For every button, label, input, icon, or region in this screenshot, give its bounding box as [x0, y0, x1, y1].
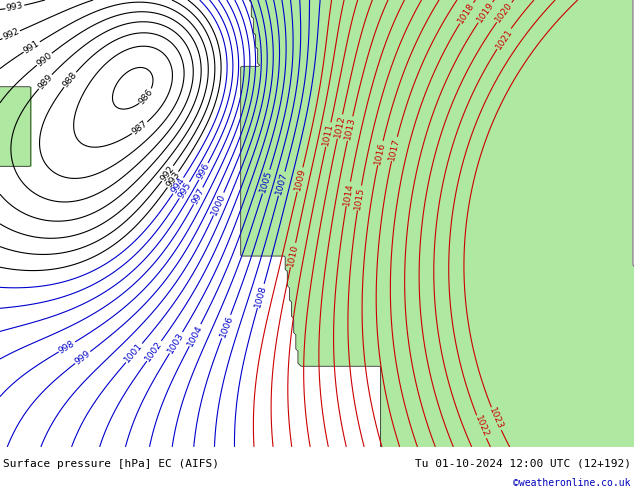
Text: Surface pressure [hPa] EC (AIFS): Surface pressure [hPa] EC (AIFS) — [3, 459, 219, 469]
Text: 998: 998 — [57, 339, 77, 355]
Text: ©weatheronline.co.uk: ©weatheronline.co.uk — [514, 478, 631, 488]
Text: Tu 01-10-2024 12:00 UTC (12+192): Tu 01-10-2024 12:00 UTC (12+192) — [415, 459, 631, 469]
Text: 993: 993 — [6, 1, 24, 13]
Text: 1022: 1022 — [473, 415, 490, 439]
Text: 1009: 1009 — [293, 168, 307, 192]
Text: 996: 996 — [195, 162, 212, 181]
Text: 1017: 1017 — [387, 137, 401, 161]
Text: 1006: 1006 — [218, 314, 235, 339]
Text: 1005: 1005 — [259, 169, 274, 194]
Text: 997: 997 — [190, 186, 206, 206]
Text: 986: 986 — [138, 87, 155, 106]
Text: 1018: 1018 — [456, 1, 477, 25]
Text: 1020: 1020 — [494, 0, 515, 24]
Text: 1000: 1000 — [210, 192, 228, 217]
Text: 987: 987 — [131, 119, 150, 137]
Text: 1011: 1011 — [321, 122, 335, 147]
Text: 993: 993 — [164, 170, 181, 189]
Text: 992: 992 — [158, 164, 176, 183]
Text: 990: 990 — [35, 50, 54, 68]
Text: 1016: 1016 — [373, 141, 387, 165]
Text: 1002: 1002 — [144, 339, 164, 363]
Text: 992: 992 — [1, 27, 21, 42]
Text: 1001: 1001 — [123, 342, 145, 365]
Text: 1012: 1012 — [333, 114, 347, 139]
Text: 1003: 1003 — [166, 331, 186, 355]
Text: 1014: 1014 — [342, 182, 354, 206]
Text: 1004: 1004 — [186, 323, 204, 347]
Text: 1019: 1019 — [475, 0, 496, 24]
Text: 1021: 1021 — [494, 27, 514, 51]
Text: 989: 989 — [36, 72, 55, 91]
Text: 1023: 1023 — [488, 407, 505, 431]
Text: 994: 994 — [170, 176, 187, 196]
Text: 991: 991 — [22, 39, 41, 55]
Text: 995: 995 — [176, 180, 193, 200]
Text: 988: 988 — [61, 70, 79, 89]
Text: 999: 999 — [73, 348, 93, 367]
Text: 1010: 1010 — [287, 243, 300, 267]
Text: 1013: 1013 — [343, 116, 357, 141]
Text: 1007: 1007 — [275, 172, 289, 196]
Text: 1008: 1008 — [254, 284, 268, 308]
Text: 1015: 1015 — [353, 186, 366, 210]
